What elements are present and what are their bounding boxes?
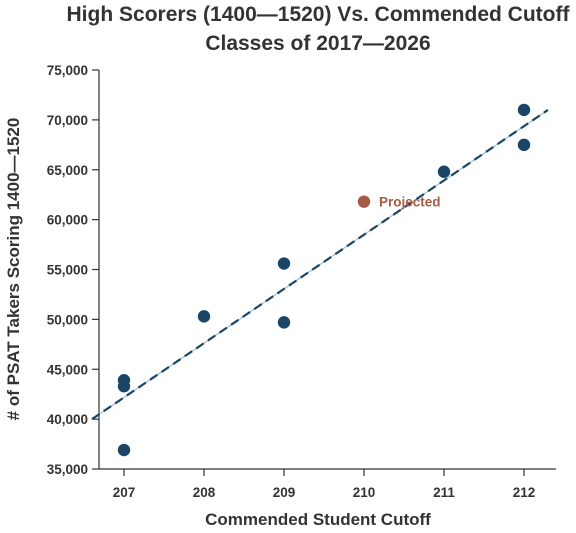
x-tick-label: 208 [193,485,216,500]
data-point [437,165,451,178]
data-point [277,316,291,329]
data-point [517,103,531,117]
data-points [117,103,531,457]
x-tick-label: 209 [273,485,296,500]
data-point [277,257,291,270]
y-axis-title: # of PSAT Takers Scoring 1400—1520 [4,118,23,421]
y-tick-label: 40,000 [47,412,88,427]
y-tick-label: 70,000 [47,113,88,128]
y-tick-label: 35,000 [47,462,88,477]
projected-data-point [357,195,371,208]
chart-title: High Scorers (1400—1520) Vs. Commended C… [67,3,571,55]
y-tick-label: 65,000 [47,163,88,178]
chart-title-line-2: Classes of 2017—2026 [205,32,430,55]
x-tick-label: 212 [513,485,536,500]
x-tick-label: 207 [113,485,136,500]
y-tick-label: 55,000 [47,263,88,278]
x-axis-title: Commended Student Cutoff [205,510,431,529]
trendline [91,108,549,421]
trendline-group [91,108,549,421]
x-axis-ticks: 207 208 209 210 211 212 [113,469,536,500]
y-tick-label: 50,000 [47,312,88,327]
data-point [117,443,131,457]
y-tick-label: 60,000 [47,213,88,228]
y-tick-label: 75,000 [47,63,88,78]
chart-title-line-1: High Scorers (1400—1520) Vs. Commended C… [67,3,571,26]
y-axis-ticks: 35,000 40,000 45,000 50,000 55,000 60,000 65,0… [47,63,99,477]
annotations: Projected [379,195,441,210]
data-point [197,310,211,323]
x-tick-label: 210 [353,485,376,500]
data-point [117,380,131,393]
data-point [517,138,531,152]
y-tick-label: 45,000 [47,362,88,377]
projected-label: Projected [379,195,441,210]
axes [98,70,556,470]
x-tick-label: 211 [433,485,455,500]
